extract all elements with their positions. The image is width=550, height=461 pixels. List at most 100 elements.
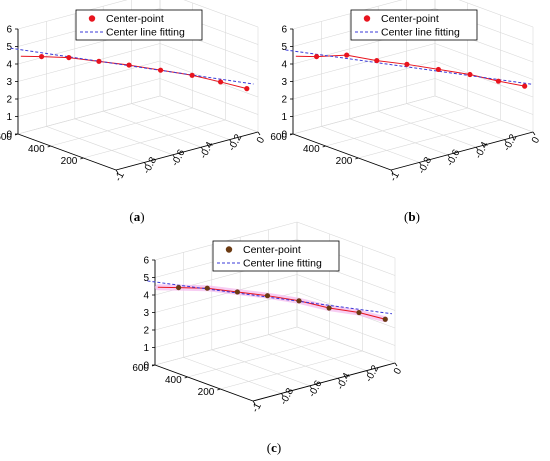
center-point	[157, 67, 164, 73]
center-point	[217, 79, 224, 85]
grid-line	[159, 78, 259, 115]
center-point	[126, 62, 132, 68]
z-tick-label: 6	[143, 256, 149, 267]
center-point	[96, 58, 102, 64]
x-tick	[419, 162, 422, 166]
x-tick-label: 0	[255, 135, 268, 145]
z-tick-label: 3	[143, 308, 149, 319]
series	[147, 280, 393, 323]
x-tick	[309, 385, 313, 390]
x-tick	[475, 146, 479, 151]
grid-line	[321, 126, 420, 163]
axes	[289, 28, 536, 174]
grid-line	[406, 103, 505, 140]
z-tick-label: 1	[6, 112, 12, 123]
center-point	[326, 305, 332, 311]
z-tick-label: 2	[6, 95, 12, 106]
panel-caption: (c)	[267, 440, 281, 455]
grid-line	[154, 326, 298, 366]
y-tick-label: 200	[61, 156, 78, 167]
grid-line	[292, 60, 436, 100]
legend: Center-point Center line fitting	[212, 240, 340, 272]
x-tick-label: -1	[113, 170, 127, 183]
grid-line	[211, 349, 310, 387]
x-tick	[532, 131, 536, 136]
fit-line	[147, 280, 393, 315]
center-point	[313, 53, 320, 60]
series	[10, 47, 254, 92]
x-tick-label: -0.4	[473, 140, 491, 161]
chart-b: -1-0.8 -0.6 -0.4 -0.2 02004006000123456Cente…	[270, 0, 543, 224]
y-axis	[17, 133, 117, 171]
grid-line	[268, 334, 367, 371]
center-point	[175, 284, 182, 291]
z-tick-label: 3	[6, 77, 12, 88]
x-tick-label: -0.6	[445, 147, 463, 168]
y-tick-label: 200	[198, 387, 215, 398]
x-tick	[337, 377, 341, 382]
center-curve	[20, 55, 247, 90]
fit-line	[10, 47, 254, 85]
legend-box	[350, 9, 478, 41]
panel-caption: (b)	[404, 209, 420, 224]
x-axis	[115, 131, 259, 171]
y-tick	[184, 376, 188, 379]
x-tick-label: -0.8	[416, 155, 434, 176]
legend-fit-label: Center line fitting	[381, 27, 460, 39]
legend-points-label: Center-point	[243, 244, 301, 256]
legend-point-marker	[363, 15, 371, 22]
center-point	[522, 83, 528, 89]
grid-line	[378, 110, 477, 148]
z-tick-label: 4	[143, 291, 149, 302]
y-tick	[47, 145, 51, 148]
x-tick	[172, 154, 176, 159]
axes	[14, 28, 261, 174]
x-axis	[390, 131, 534, 171]
x-tick	[504, 139, 507, 143]
chart-a: -1-0.8-0.6-0.4-0.202004006000123456Cente…	[0, 0, 267, 224]
y-tick	[217, 388, 221, 391]
series	[285, 49, 532, 89]
x-tick	[229, 139, 232, 143]
z-tick-label: 1	[281, 112, 287, 123]
x-axis	[252, 362, 396, 402]
x-tick-label: 0	[530, 135, 543, 145]
center-point	[382, 316, 388, 322]
grid-line	[358, 119, 501, 159]
x-tick	[394, 362, 398, 367]
grid-line	[325, 107, 468, 147]
y-tick	[80, 157, 84, 160]
center-point	[374, 57, 380, 64]
x-tick-label: -1	[388, 170, 402, 183]
grid-line	[103, 110, 202, 148]
chart-c: -1-0.8 -0.6 -0.4 -0.2 02004006000123456Cente…	[132, 221, 405, 455]
grid-line	[292, 95, 436, 135]
center-point	[189, 72, 195, 78]
panel-a: -1-0.8-0.6-0.4-0.202004006000123456Cente…	[0, 0, 275, 230]
x-tick	[447, 154, 451, 159]
x-tick-label: -0.8	[141, 155, 159, 176]
y-tick-label: 400	[28, 144, 45, 155]
z-tick-label: 4	[281, 60, 287, 71]
z-tick-label: 0	[143, 361, 149, 372]
legend-points-label: Center-point	[381, 13, 439, 25]
grid-line	[296, 309, 396, 346]
grid-line	[292, 43, 436, 82]
y-axis	[292, 133, 392, 171]
legend-fit-label: Center line fitting	[106, 27, 185, 39]
panel-c: -1 -0.8 -0.6 -0.4 -0.2 0 200 400 600 0 1 2 3 4 5 6 Cente…	[132, 221, 412, 461]
grid-line	[434, 95, 534, 133]
x-tick	[252, 400, 256, 405]
grid-line	[17, 43, 161, 82]
x-tick-label: -0.6	[170, 147, 188, 168]
z-tick-label: 2	[143, 326, 149, 337]
x-tick-label: 0	[392, 366, 405, 376]
legend-point-marker	[88, 15, 96, 22]
panel-caption: (a)	[129, 209, 144, 224]
grid-line	[434, 43, 534, 80]
curve-band	[154, 284, 389, 323]
grid-line	[183, 0, 259, 28]
z-tick-label: 1	[143, 343, 149, 354]
grid-line	[74, 118, 173, 156]
